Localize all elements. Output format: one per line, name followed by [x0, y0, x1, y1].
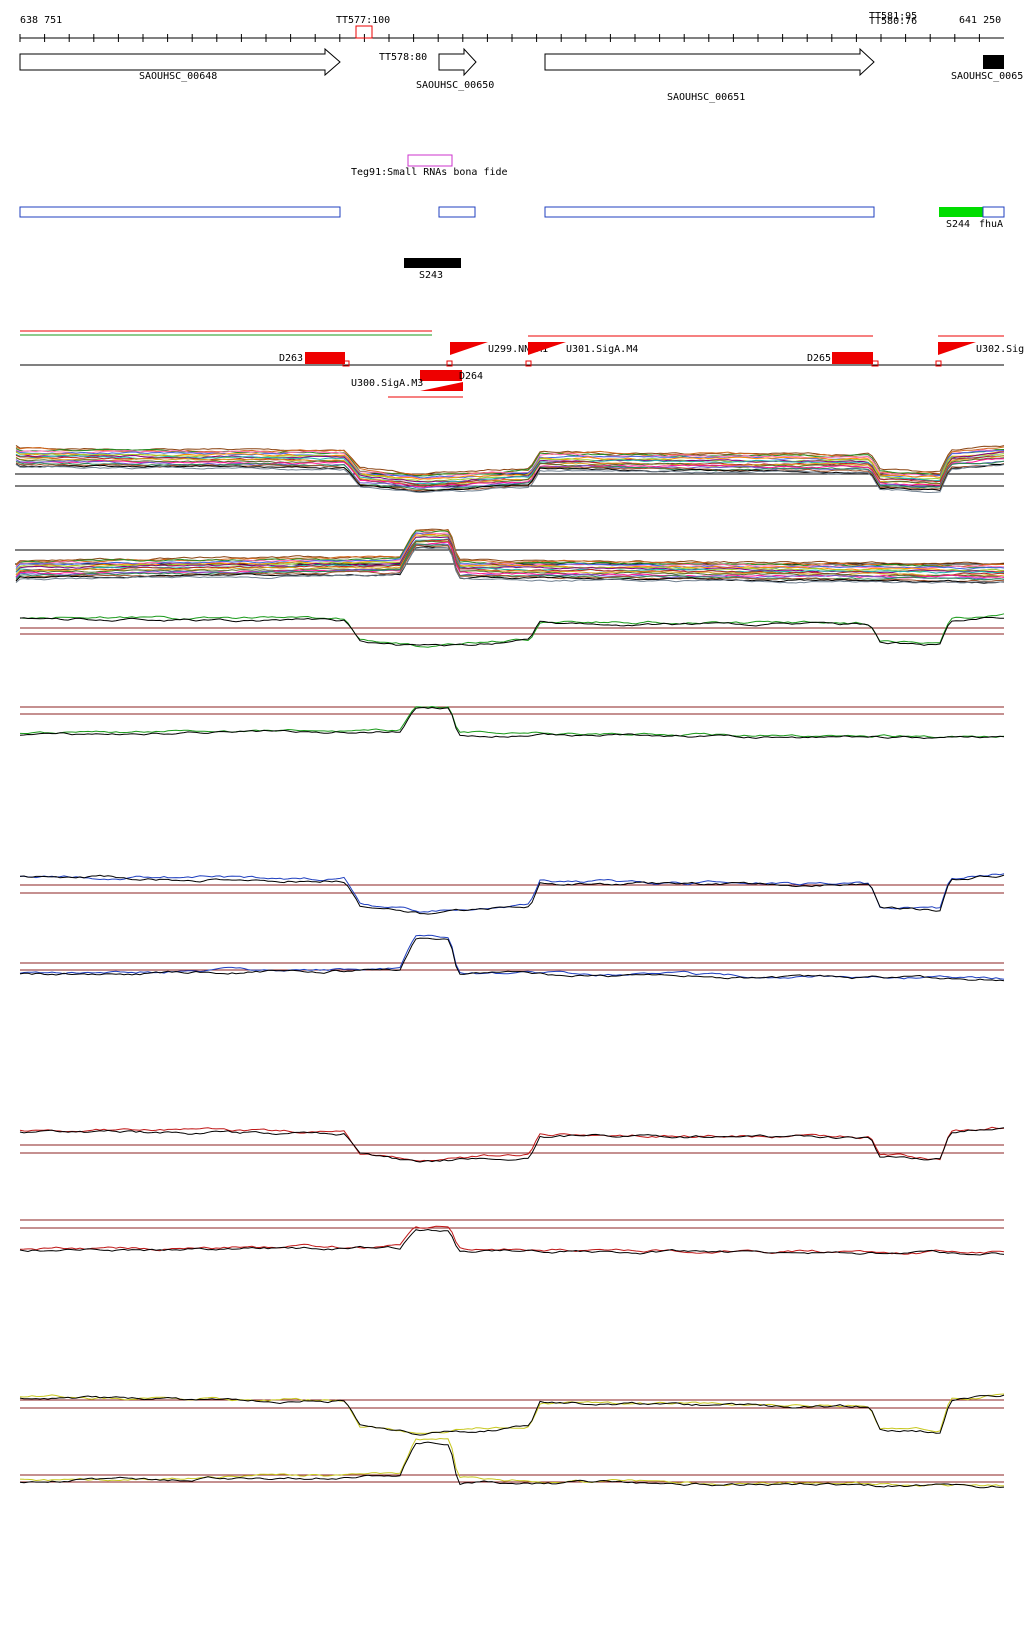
terminator-mark-tt577	[355, 25, 373, 39]
expression-curve	[15, 458, 1005, 488]
expression-curve	[19, 1441, 1005, 1489]
expression-track-red-plus	[19, 1126, 1005, 1163]
expression-track-multi-minus	[15, 528, 1005, 584]
expression-track-green-plus	[19, 613, 1005, 648]
promoter-d265-tick	[871, 360, 879, 367]
small-rna-label: Teg91:Small RNAs bona fide	[351, 167, 508, 178]
expression-curve	[15, 543, 1005, 581]
promoter-d263[interactable]	[305, 352, 345, 364]
coordinate-ruler: 638 751 641 250	[19, 15, 1004, 42]
gene-arrow-00650[interactable]	[438, 47, 477, 77]
terminator-label-tt581: TT581:95	[869, 11, 917, 22]
expression-curve	[15, 546, 1004, 584]
expression-curve	[19, 1126, 1005, 1162]
expression-curve	[15, 532, 1005, 569]
expression-curve	[15, 457, 1005, 487]
expression-curve	[15, 460, 1005, 491]
expression-curve	[19, 934, 1005, 980]
expression-curve	[15, 463, 1005, 493]
expression-curve	[15, 444, 1005, 476]
expression-curve	[15, 449, 1004, 479]
gene-label-00650: SAOUHSC_00650	[416, 80, 494, 91]
s243-box[interactable]	[404, 258, 461, 268]
s244-label: S244	[946, 219, 970, 230]
fhua-box[interactable]	[982, 206, 1005, 218]
expression-curve	[15, 455, 1005, 487]
terminator-label-tt577: TT577:100	[336, 15, 390, 26]
expression-curve	[19, 1437, 1005, 1487]
expression-curve	[19, 1225, 1005, 1255]
expression-curve	[19, 706, 1005, 740]
promoter-u299-flag[interactable]	[450, 342, 488, 364]
small-rna-box[interactable]	[407, 154, 453, 167]
expression-curve	[19, 613, 1005, 648]
expression-tracks	[15, 444, 1005, 1489]
expression-curve	[19, 1394, 1005, 1436]
terminator-label-tt578: TT578:80	[379, 52, 427, 63]
promoter-u301-tick	[525, 360, 532, 367]
promoter-track: D263 U299.NN.M1 U301.SigA.M4 D265 U302.S…	[20, 330, 1024, 398]
annotation-track: S244 fhuA S243	[19, 206, 1005, 281]
expression-curve	[15, 540, 1005, 578]
end-coordinate: 641 250	[959, 15, 1001, 26]
gene-label-00648: SAOUHSC_00648	[139, 71, 217, 82]
promoter-d265[interactable]	[832, 352, 873, 364]
start-coordinate: 638 751	[20, 15, 62, 26]
gene-arrow-00651[interactable]	[544, 47, 875, 77]
expression-curve	[15, 451, 1005, 480]
small-rna-track: Teg91:Small RNAs bona fide	[351, 154, 508, 178]
expression-track-blue-plus	[19, 873, 1005, 915]
promoter-d265-label: D265	[807, 353, 831, 364]
annotation-box-00651[interactable]	[544, 206, 875, 218]
expression-curve	[19, 874, 1005, 915]
expression-curve	[15, 539, 1005, 577]
s244-box[interactable]	[939, 207, 983, 217]
promoter-u299-tick	[446, 360, 453, 367]
promoter-d263-label: D263	[279, 353, 303, 364]
expression-track-blue-minus	[19, 934, 1005, 982]
promoter-u300-label: U300.SigA.M3	[351, 378, 423, 389]
promoter-u300-flag[interactable]	[420, 382, 463, 391]
expression-curve	[15, 546, 1005, 584]
promoter-u299-label: U299.NN.M1	[488, 344, 548, 355]
expression-curve	[15, 529, 1004, 567]
promoter-u302-label: U302.Sig	[976, 344, 1024, 355]
promoter-u301-flag[interactable]	[528, 342, 566, 364]
expression-track-multi-plus	[15, 444, 1005, 494]
annotation-box-00648[interactable]	[19, 206, 341, 218]
expression-curve	[19, 937, 1005, 982]
fhua-label: fhuA	[979, 219, 1003, 230]
promoter-u301-label: U301.SigA.M4	[566, 344, 638, 355]
expression-curve	[19, 616, 1004, 647]
promoter-u302-tick	[935, 360, 942, 367]
gene-label-0065x: SAOUHSC_0065	[951, 71, 1023, 82]
gene-arrow-0065x[interactable]	[983, 55, 1004, 69]
promoter-d264-label: D264	[459, 371, 483, 382]
expression-track-red-minus	[19, 1219, 1005, 1256]
expression-track-yellow-minus	[19, 1437, 1005, 1489]
expression-curve	[15, 538, 1005, 574]
expression-curve	[19, 1127, 1005, 1163]
gene-track: SAOUHSC_00648 SAOUHSC_00650 SAOUHSC_0065…	[19, 47, 1023, 103]
promoter-u302-flag[interactable]	[938, 342, 976, 364]
gene-label-00651: SAOUHSC_00651	[667, 92, 745, 103]
expression-track-green-minus	[19, 705, 1005, 740]
annotation-box-00650[interactable]	[438, 206, 476, 218]
expression-curve	[20, 873, 1005, 913]
ruler-ticks	[19, 34, 980, 42]
expression-curve	[19, 1228, 1005, 1256]
promoter-d264[interactable]	[420, 370, 462, 381]
s243-label: S243	[419, 270, 443, 281]
expression-curve	[19, 705, 1005, 739]
terminator-label-tt580: TT580:76	[869, 16, 917, 27]
terminator-track: TT577:100 TT578:80 TT580:76 TT581:95	[336, 11, 917, 63]
expression-curve	[15, 463, 1005, 494]
gene-arrow-00648[interactable]	[19, 47, 341, 77]
expression-track-yellow-plus	[19, 1393, 1005, 1436]
promoter-d263-tick	[342, 360, 350, 367]
